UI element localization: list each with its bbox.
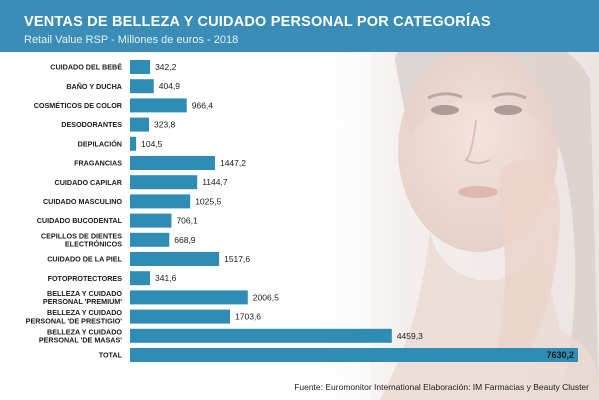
chart-title: VENTAS DE BELLEZA Y CUIDADO PERSONAL POR… — [24, 14, 491, 30]
category-label-line: FOTOPROTECTORES — [48, 274, 123, 283]
category-label: TOTAL — [99, 351, 123, 360]
value-label: 1144,7 — [202, 177, 228, 187]
bar — [130, 60, 151, 74]
bar — [130, 136, 137, 151]
bar-row: CUIDADO MASCULINO 1025,5 — [43, 194, 221, 209]
value-label: 7630,2 — [546, 350, 574, 360]
bar — [130, 79, 154, 94]
category-label: CUIDADO BUCODENTAL — [37, 216, 123, 225]
bar — [130, 271, 151, 286]
category-label: DEPILACIÓN — [78, 139, 122, 148]
bar — [130, 232, 170, 247]
value-label: 2006,5 — [253, 292, 279, 302]
bar — [130, 175, 198, 190]
bar-row: BELLEZA Y CUIDADO PERSONAL 'PREMIUM' 2006,… — [43, 289, 279, 306]
category-label-line: CUIDADO BUCODENTAL — [37, 216, 123, 225]
value-label: 342,2 — [155, 62, 177, 72]
category-label-line: PERSONAL 'DE MASAS' — [39, 336, 122, 345]
category-label: FOTOPROTECTORES — [48, 274, 123, 283]
bar — [130, 98, 187, 113]
category-label-line: CUIDADO MASCULINO — [43, 197, 122, 206]
category-label: BELLEZA Y CUIDADO PERSONAL 'DE PRESTIGIO' — [26, 308, 123, 325]
category-label: CUIDADO MASCULINO — [43, 197, 122, 206]
category-label-line: ELECTRÓNICOS — [65, 240, 122, 249]
bar-row: FOTOPROTECTORES 341,6 — [48, 271, 177, 286]
category-label: CEPILLOS DE DIENTES ELECTRÓNICOS — [41, 231, 122, 248]
bar-row: CEPILLOS DE DIENTES ELECTRÓNICOS 668,9 — [41, 231, 196, 248]
bar-row: FRAGANCIAS 1447,2 — [74, 156, 246, 170]
source-note: Fuente: Euromonitor International Elabor… — [294, 382, 589, 392]
category-label-line: CUIDADO DE LA PIEL — [47, 255, 122, 264]
category-label-line: BELLEZA Y CUIDADO — [47, 289, 122, 298]
category-label-line: CUIDADO DEL BEBÉ — [50, 63, 122, 72]
value-label: 706,1 — [176, 216, 198, 226]
label-backdrop — [0, 52, 128, 374]
bar-row: BELLEZA Y CUIDADO PERSONAL 'DE PRESTIGIO'… — [26, 308, 262, 325]
category-label: FRAGANCIAS — [74, 159, 122, 168]
bar-row: BELLEZA Y CUIDADO PERSONAL 'DE MASAS' 4459… — [39, 327, 423, 344]
category-label-line: BELLEZA Y CUIDADO — [47, 308, 122, 317]
bar — [130, 213, 172, 228]
value-label: 668,9 — [174, 235, 196, 245]
value-label: 966,4 — [192, 100, 214, 110]
category-label: BELLEZA Y CUIDADO PERSONAL 'DE MASAS' — [39, 327, 123, 344]
value-label: 1703,6 — [235, 312, 261, 322]
bar-row: COSMÉTICOS DE COLOR 966,4 — [34, 98, 214, 113]
value-label: 1447,2 — [220, 158, 246, 168]
value-label: 1025,5 — [195, 196, 221, 206]
chart-subtitle: Retail Value RSP - Millones de euros - 2… — [24, 34, 239, 46]
bar-row: DESODORANTES 323,8 — [61, 117, 176, 132]
bar-row: DEPILACIÓN 104,5 — [78, 136, 163, 151]
bar — [130, 290, 248, 305]
category-label: DESODORANTES — [61, 120, 122, 129]
category-label: CUIDADO DEL BEBÉ — [50, 63, 122, 72]
bar-row: CUIDADO DE LA PIEL 1517,6 — [47, 252, 250, 266]
category-label-line: DESODORANTES — [61, 120, 122, 129]
bar — [130, 117, 150, 132]
category-label-line: COSMÉTICOS DE COLOR — [34, 101, 123, 110]
bar-row: CUIDADO BUCODENTAL 706,1 — [37, 213, 198, 228]
value-label: 104,5 — [141, 139, 163, 149]
value-label: 1517,6 — [224, 254, 250, 264]
category-label-line: FRAGANCIAS — [74, 159, 122, 168]
bar-row: CUIDADO CAPILAR 1144,7 — [55, 175, 228, 190]
category-label-line: CEPILLOS DE DIENTES — [41, 231, 122, 240]
category-label-line: BAÑO Y DUCHA — [66, 82, 122, 91]
bar — [130, 309, 231, 324]
bar — [130, 156, 215, 170]
value-label: 323,8 — [154, 120, 176, 130]
bar — [130, 328, 392, 343]
bar-row: TOTAL 7630,2 — [99, 348, 578, 362]
category-label: COSMÉTICOS DE COLOR — [34, 101, 123, 110]
value-label: 404,9 — [159, 81, 181, 91]
category-label-line: CUIDADO CAPILAR — [55, 178, 123, 187]
bar — [130, 194, 191, 209]
value-label: 4459,3 — [397, 331, 423, 341]
category-label-line: TOTAL — [99, 351, 123, 360]
category-label: BELLEZA Y CUIDADO PERSONAL 'PREMIUM' — [43, 289, 123, 306]
bar-chart: CUIDADO DEL BEBÉ 342,2 BAÑO Y DUCHA 404,9 CO… — [0, 52, 578, 374]
category-label-line: PERSONAL 'DE PRESTIGIO' — [26, 316, 123, 325]
category-label-line: DEPILACIÓN — [78, 139, 122, 148]
category-label: CUIDADO CAPILAR — [55, 178, 123, 187]
category-label-line: PERSONAL 'PREMIUM' — [43, 297, 122, 306]
category-label-line: BELLEZA Y CUIDADO — [47, 327, 122, 336]
category-label: CUIDADO DE LA PIEL — [47, 255, 122, 264]
bar-row: BAÑO Y DUCHA 404,9 — [66, 79, 181, 94]
bar — [130, 348, 578, 362]
value-label: 341,6 — [155, 273, 177, 283]
bar-row: CUIDADO DEL BEBÉ 342,2 — [50, 60, 177, 74]
header-banner: VENTAS DE BELLEZA Y CUIDADO PERSONAL POR… — [0, 0, 599, 52]
category-label: BAÑO Y DUCHA — [66, 82, 122, 91]
bar — [130, 252, 220, 266]
